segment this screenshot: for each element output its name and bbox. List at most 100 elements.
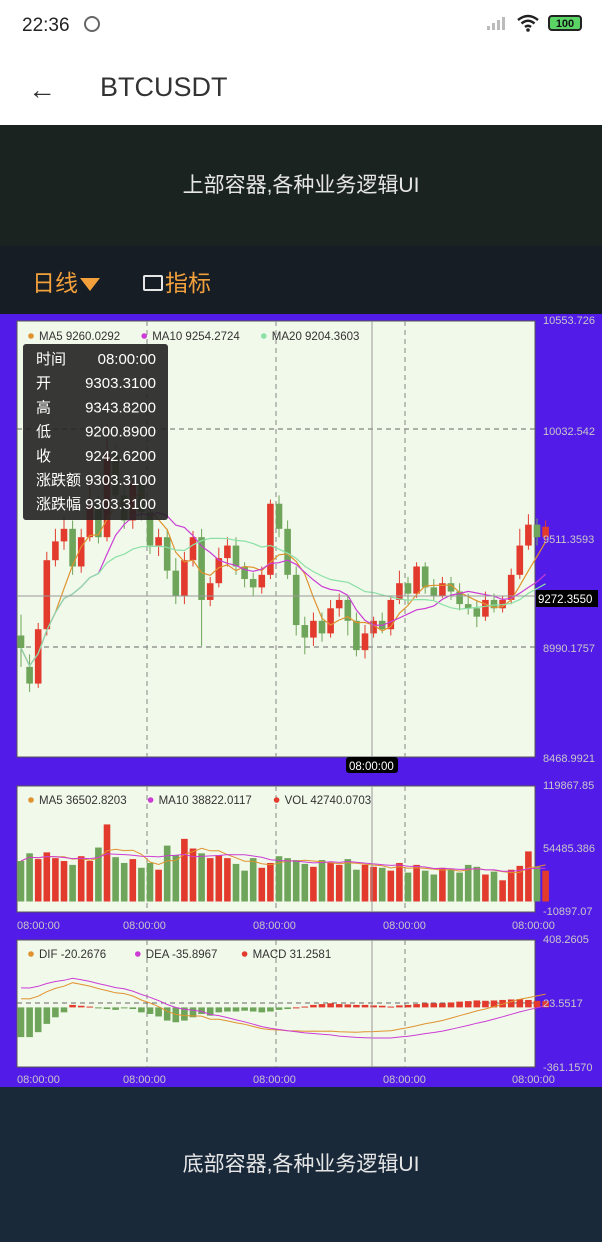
candle-body xyxy=(507,574,515,600)
volume-bar xyxy=(189,848,197,902)
macd-bar xyxy=(516,999,524,1008)
time-axis-label: 08:00:00 xyxy=(17,920,60,932)
main-legend-dot xyxy=(141,333,147,339)
candle-body xyxy=(241,566,248,580)
macd-bar xyxy=(138,1007,145,1013)
app-bar: ← BTCUSDT xyxy=(0,52,602,125)
macd-legend-dot xyxy=(135,951,141,957)
macd-bar xyxy=(456,1001,463,1008)
top-container: 上部容器,各种业务逻辑UI xyxy=(0,125,602,246)
candle-body xyxy=(163,537,171,571)
volume-bar xyxy=(26,853,33,902)
kline-chart[interactable]: 10553.726 10032.542 9511.3593 8990.1757 8468… xyxy=(0,314,602,1087)
macd-bar xyxy=(353,1004,360,1008)
macd-bar xyxy=(17,1007,25,1038)
volume-bar xyxy=(120,862,128,902)
macd-bar xyxy=(224,1007,231,1012)
candle-body xyxy=(516,545,524,575)
candle-body xyxy=(258,574,266,588)
macd-bar xyxy=(292,1007,300,1009)
candle-body xyxy=(206,583,214,600)
candle-body xyxy=(86,503,94,538)
macd-bar xyxy=(77,1005,85,1008)
volume-bar xyxy=(232,863,240,902)
back-arrow-icon[interactable]: ← xyxy=(28,74,56,105)
macd-bar xyxy=(430,1003,438,1008)
macd-bar xyxy=(112,1007,119,1010)
volume-bar xyxy=(43,852,51,902)
macd-bar xyxy=(69,1004,76,1008)
volume-bar xyxy=(17,861,25,902)
crosshair-tooltip: 时间 08:00:00 开 9303.3100 高 9343.8200 低 9200.8900… xyxy=(23,344,168,520)
tooltip-label: 低 xyxy=(36,424,51,441)
price-axis-label: 8468.9921 xyxy=(543,753,595,765)
volume-bar xyxy=(206,858,214,902)
candle-body xyxy=(464,604,472,609)
volume-bar xyxy=(52,858,59,902)
price-axis-label: 8990.1757 xyxy=(543,643,595,655)
macd-bar xyxy=(318,1004,326,1008)
macd-bar xyxy=(249,1007,257,1012)
volume-bar xyxy=(318,860,326,902)
volume-bar xyxy=(344,859,352,902)
candle-body xyxy=(26,666,33,684)
candle-body xyxy=(396,583,403,600)
dea-line xyxy=(20,977,546,1039)
volume-bar xyxy=(258,867,266,902)
candle-body xyxy=(224,545,231,559)
status-bar: 22:36 100 xyxy=(0,0,602,52)
macd-bar xyxy=(464,1001,472,1008)
macd-bar xyxy=(533,1000,541,1008)
candle-body xyxy=(249,579,257,588)
kline-chart-area[interactable]: 10553.726 10032.542 9511.3593 8990.1757 8468… xyxy=(0,314,602,1087)
volume-bar xyxy=(181,838,188,902)
candle-body xyxy=(60,528,68,542)
indicator-button[interactable]: 指标 xyxy=(143,264,211,298)
time-axis-label: 08:00:00 xyxy=(383,920,426,932)
volume-legend-text: MA5 36502.8203 xyxy=(39,795,127,807)
macd-bar xyxy=(439,1003,446,1008)
volume-bar xyxy=(284,858,291,902)
macd-legend-dot xyxy=(28,951,34,957)
period-selector[interactable]: 日线 xyxy=(32,264,100,298)
macd-bar xyxy=(387,1006,395,1008)
volume-bar xyxy=(86,861,94,902)
volume-bar xyxy=(473,866,481,902)
macd-bar xyxy=(404,1004,412,1008)
vol-ma5-line xyxy=(20,847,546,874)
tooltip-value: 9303.3100 xyxy=(85,496,156,513)
crosshair-time-label: 08:00:00 xyxy=(349,761,394,773)
macd-legend-text: DIF -20.2676 xyxy=(39,949,106,961)
volume-bar xyxy=(112,857,119,902)
candle-body xyxy=(146,512,154,546)
volume-bar xyxy=(103,824,111,902)
tooltip-label: 涨跌幅 xyxy=(36,496,81,513)
candle-body xyxy=(447,583,455,592)
macd-bar xyxy=(542,1001,549,1008)
macd-bar xyxy=(473,1000,481,1008)
candle-body xyxy=(232,545,240,567)
macd-bar xyxy=(310,1004,317,1008)
ma20-line xyxy=(20,537,546,667)
volume-bar xyxy=(310,866,317,902)
macd-bar xyxy=(344,1004,352,1008)
macd-axis-label: -361.1570 xyxy=(543,1062,593,1074)
price-axis-label: 10032.542 xyxy=(543,426,595,438)
crosshair-time-box xyxy=(346,757,398,773)
volume-bar xyxy=(275,856,283,902)
candle-body xyxy=(155,537,162,546)
macd-bar xyxy=(413,1004,420,1008)
macd-bar xyxy=(206,1007,214,1016)
volume-bar xyxy=(542,870,549,902)
volume-bar xyxy=(533,866,541,902)
candle-body xyxy=(482,599,489,617)
macd-bar xyxy=(34,1007,42,1033)
macd-axis-label: 408.2605 xyxy=(543,934,589,946)
volume-bar xyxy=(464,864,472,902)
chart-toolbar: 日线 指标 xyxy=(0,246,602,314)
time-axis-label: 08:00:00 xyxy=(512,1074,555,1086)
macd-bar xyxy=(507,999,515,1008)
volume-bar xyxy=(361,864,369,902)
status-icons: 100 xyxy=(486,14,582,32)
macd-bar xyxy=(361,1004,369,1008)
